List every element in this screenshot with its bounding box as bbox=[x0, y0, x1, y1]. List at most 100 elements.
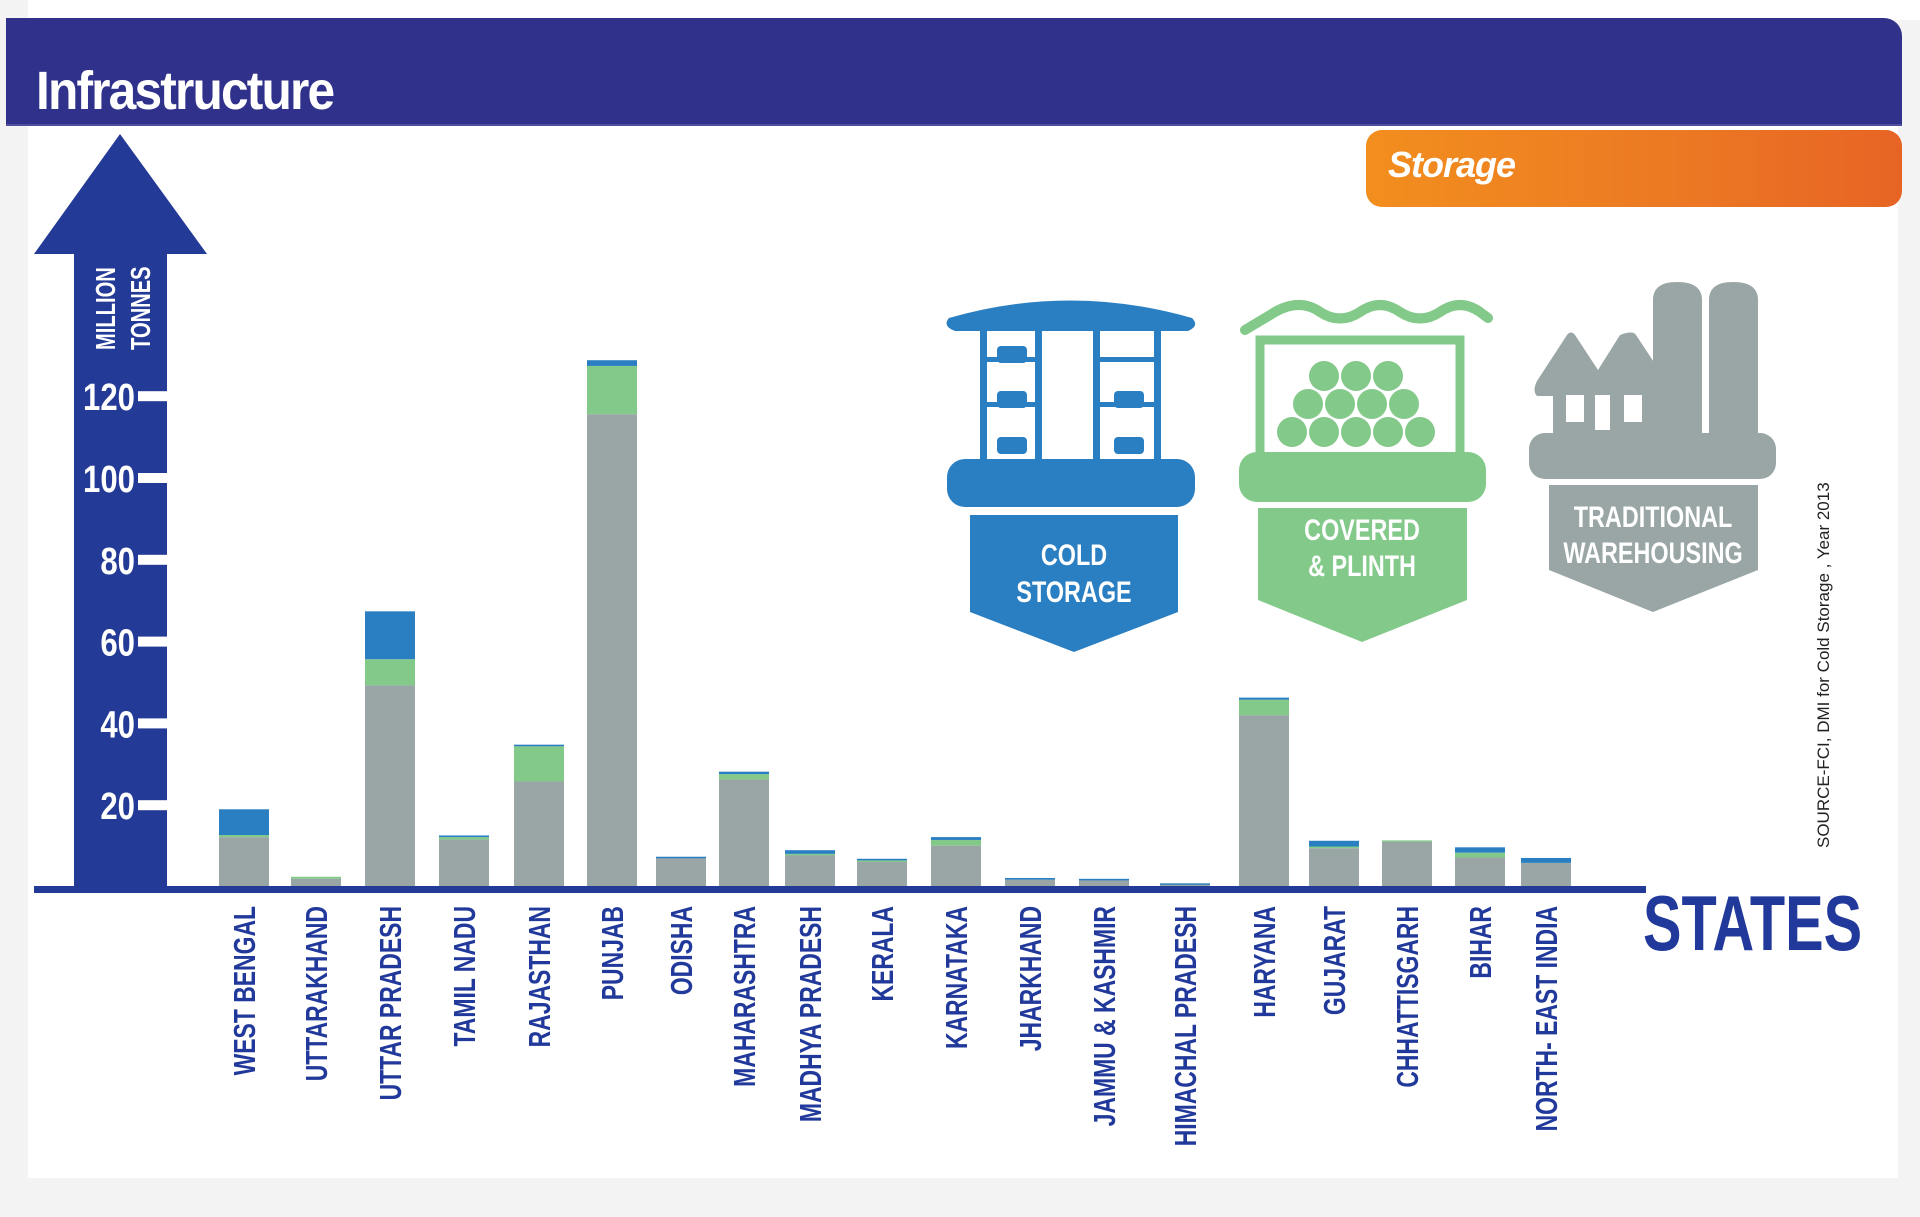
bar-stack bbox=[219, 809, 269, 887]
y-tick-label: 60 bbox=[100, 623, 135, 665]
bar-stack bbox=[719, 771, 769, 887]
bar-segment-traditional bbox=[1239, 715, 1289, 887]
bar-segment-traditional bbox=[1309, 848, 1359, 887]
bar-stack bbox=[1239, 697, 1289, 887]
traditional-shield bbox=[1549, 485, 1758, 612]
bar-stack bbox=[1382, 840, 1432, 887]
x-tick-label: GUJARAT bbox=[1317, 906, 1352, 1015]
y-axis-title-line1: MILLION bbox=[91, 267, 122, 350]
bar-segment-cold-storage bbox=[439, 835, 489, 838]
x-tick-label: HIMACHAL PRADESH bbox=[1168, 906, 1203, 1146]
bar-segment-cold-storage bbox=[931, 837, 981, 840]
bar-segment-traditional bbox=[785, 855, 835, 887]
bar-segment-covered-plinth bbox=[719, 774, 769, 780]
bar-segment-cold-storage bbox=[719, 771, 769, 775]
bar-segment-traditional bbox=[365, 685, 415, 887]
bar-stack bbox=[587, 360, 637, 887]
y-axis-title-line2: TONNES bbox=[126, 266, 157, 350]
bar-segment-traditional bbox=[1382, 841, 1432, 887]
covered-plinth-stack-icon bbox=[1239, 300, 1493, 502]
bar-segment-traditional bbox=[1079, 880, 1129, 887]
bar-segment-traditional bbox=[587, 414, 637, 887]
bar-segment-covered-plinth bbox=[439, 837, 489, 840]
x-axis-line bbox=[34, 886, 1646, 893]
bar-segment-traditional bbox=[719, 779, 769, 887]
x-tick-label: UTTARAKHAND bbox=[299, 906, 334, 1081]
bar-segment-cold-storage bbox=[656, 856, 706, 859]
y-tick-label: 120 bbox=[83, 377, 135, 419]
covered-plinth-shield bbox=[1258, 508, 1467, 642]
bar-stack bbox=[656, 856, 706, 887]
legend-traditional: TRADITIONAL WAREHOUSING bbox=[1529, 282, 1776, 612]
page-title: Infrastructure bbox=[36, 61, 335, 121]
storage-tab[interactable]: Storage bbox=[1366, 130, 1902, 207]
bar-segment-traditional bbox=[291, 878, 341, 887]
x-tick-label: TAMIL NADU bbox=[447, 906, 482, 1046]
bar-stack bbox=[1455, 847, 1505, 887]
bar-segment-covered-plinth bbox=[1239, 699, 1289, 716]
y-tick-label: 80 bbox=[100, 541, 135, 583]
bar-segment-covered-plinth bbox=[931, 839, 981, 846]
bar-segment-traditional bbox=[219, 837, 269, 887]
bar-segment-traditional bbox=[1521, 862, 1571, 887]
bar-segment-traditional bbox=[1160, 884, 1210, 887]
bar-segment-cold-storage bbox=[785, 850, 835, 854]
bar-segment-cold-storage bbox=[514, 744, 564, 747]
bar-segment-cold-storage bbox=[1160, 883, 1210, 885]
header-bar: Infrastructure bbox=[6, 18, 1902, 126]
bar-segment-covered-plinth bbox=[291, 876, 341, 879]
bar-stack bbox=[1079, 878, 1129, 887]
bar-stack bbox=[291, 876, 341, 887]
y-axis-arrow bbox=[34, 134, 207, 890]
legend-traditional-line1: TRADITIONAL bbox=[1574, 500, 1733, 533]
bar-stack bbox=[1160, 883, 1210, 887]
legend-cold-storage: COLD STORAGE bbox=[946, 300, 1196, 652]
x-axis-labels: WEST BENGAL UTTARAKHAND UTTAR PRADESH TAMIL… bbox=[227, 906, 1564, 1147]
bar-segment-traditional bbox=[931, 845, 981, 887]
bar-stack bbox=[931, 837, 981, 887]
bar-segment-covered-plinth bbox=[1309, 846, 1359, 849]
bar-stack bbox=[439, 835, 489, 887]
x-tick-label: MAHARASHTRA bbox=[727, 906, 762, 1087]
x-tick-label: HARYANA bbox=[1247, 906, 1282, 1018]
bar-segment-cold-storage bbox=[1079, 878, 1129, 881]
bar-stack bbox=[1309, 840, 1359, 887]
x-tick-label: WEST BENGAL bbox=[227, 906, 262, 1075]
x-tick-label: PUNJAB bbox=[595, 906, 630, 1000]
x-tick-label: JHARKHAND bbox=[1013, 906, 1048, 1051]
bar-segment-cold-storage bbox=[365, 611, 415, 660]
cold-storage-building-icon bbox=[946, 300, 1196, 507]
bar-stack bbox=[365, 611, 415, 887]
bar-stack bbox=[1521, 857, 1571, 887]
bars bbox=[219, 360, 1571, 887]
y-tick-mark bbox=[138, 718, 168, 729]
bar-segment-traditional bbox=[656, 858, 706, 887]
y-tick-mark bbox=[138, 473, 168, 483]
bar-segment-cold-storage bbox=[587, 360, 637, 366]
x-tick-label: RAJASTHAN bbox=[522, 906, 557, 1047]
traditional-warehouse-silo-icon bbox=[1529, 282, 1776, 479]
x-tick-label: BIHAR bbox=[1463, 906, 1498, 979]
bar-stack bbox=[514, 744, 564, 887]
x-tick-label: KARNATAKA bbox=[939, 906, 974, 1049]
page-card-top bbox=[1092, 0, 1920, 20]
bar-stack bbox=[785, 850, 835, 887]
x-tick-label: NORTH- EAST INDIA bbox=[1529, 906, 1564, 1131]
arrow-up-icon bbox=[34, 134, 207, 890]
x-axis-title: STATES bbox=[1643, 880, 1862, 967]
chart-panel bbox=[28, 124, 1898, 1178]
bar-segment-traditional bbox=[439, 839, 489, 887]
bar-stack bbox=[857, 858, 907, 887]
source-note: SOURCE-FCI, DMI for Cold Storage , Year … bbox=[1814, 482, 1833, 848]
y-tick-mark bbox=[138, 554, 168, 565]
bar-segment-covered-plinth bbox=[365, 659, 415, 686]
bar-stack bbox=[1005, 878, 1055, 887]
y-tick-label: 100 bbox=[83, 459, 135, 501]
y-tick-label: 20 bbox=[100, 786, 135, 828]
y-tick-mark bbox=[138, 800, 168, 811]
y-tick-label: 40 bbox=[100, 705, 135, 747]
bar-segment-cold-storage bbox=[219, 809, 269, 836]
bar-segment-traditional bbox=[514, 781, 564, 887]
bar-segment-cold-storage bbox=[1309, 840, 1359, 847]
legend-covered-plinth: COVERED & PLINTH bbox=[1239, 300, 1493, 642]
